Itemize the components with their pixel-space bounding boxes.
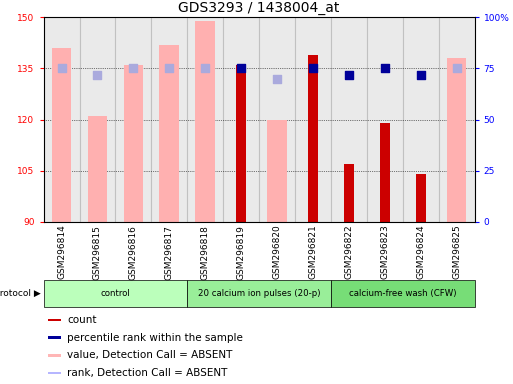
Bar [308, 55, 318, 222]
Point [417, 72, 425, 78]
Point [309, 65, 317, 71]
Bar [367, 17, 403, 222]
Bar [48, 319, 61, 321]
Text: value, Detection Call = ABSENT: value, Detection Call = ABSENT [67, 351, 233, 361]
Point [165, 65, 173, 71]
Point [237, 65, 245, 71]
Bar [88, 116, 107, 222]
Point [273, 76, 281, 82]
Bar [187, 17, 223, 222]
Bar [52, 48, 71, 222]
Bar [447, 58, 466, 222]
Bar [187, 280, 331, 307]
Bar [439, 17, 475, 222]
Point [452, 65, 461, 71]
Bar [48, 372, 61, 374]
Point [57, 65, 66, 71]
Text: count: count [67, 315, 97, 325]
Text: control: control [101, 289, 130, 298]
Point [201, 65, 209, 71]
Bar [44, 17, 80, 222]
Bar [259, 17, 295, 222]
Point [93, 72, 102, 78]
Bar [160, 45, 179, 222]
Point [381, 65, 389, 71]
Bar [403, 17, 439, 222]
Bar [44, 280, 187, 307]
Text: calcium-free wash (CFW): calcium-free wash (CFW) [349, 289, 457, 298]
Text: rank, Detection Call = ABSENT: rank, Detection Call = ABSENT [67, 368, 228, 378]
Text: 20 calcium ion pulses (20-p): 20 calcium ion pulses (20-p) [198, 289, 320, 298]
Point [129, 65, 137, 71]
Bar [344, 164, 354, 222]
Bar [267, 120, 287, 222]
Text: protocol ▶: protocol ▶ [0, 289, 41, 298]
Bar [331, 17, 367, 222]
Bar [48, 354, 61, 357]
Point [345, 72, 353, 78]
Bar [48, 336, 61, 339]
Bar [331, 280, 475, 307]
Bar [115, 17, 151, 222]
Bar [80, 17, 115, 222]
Bar [195, 21, 215, 222]
Text: percentile rank within the sample: percentile rank within the sample [67, 333, 243, 343]
Bar [380, 123, 390, 222]
Bar [124, 65, 143, 222]
Bar [295, 17, 331, 222]
Bar [416, 174, 426, 222]
Title: GDS3293 / 1438004_at: GDS3293 / 1438004_at [179, 1, 340, 15]
Bar [223, 17, 259, 222]
Bar [236, 65, 246, 222]
Bar [151, 17, 187, 222]
